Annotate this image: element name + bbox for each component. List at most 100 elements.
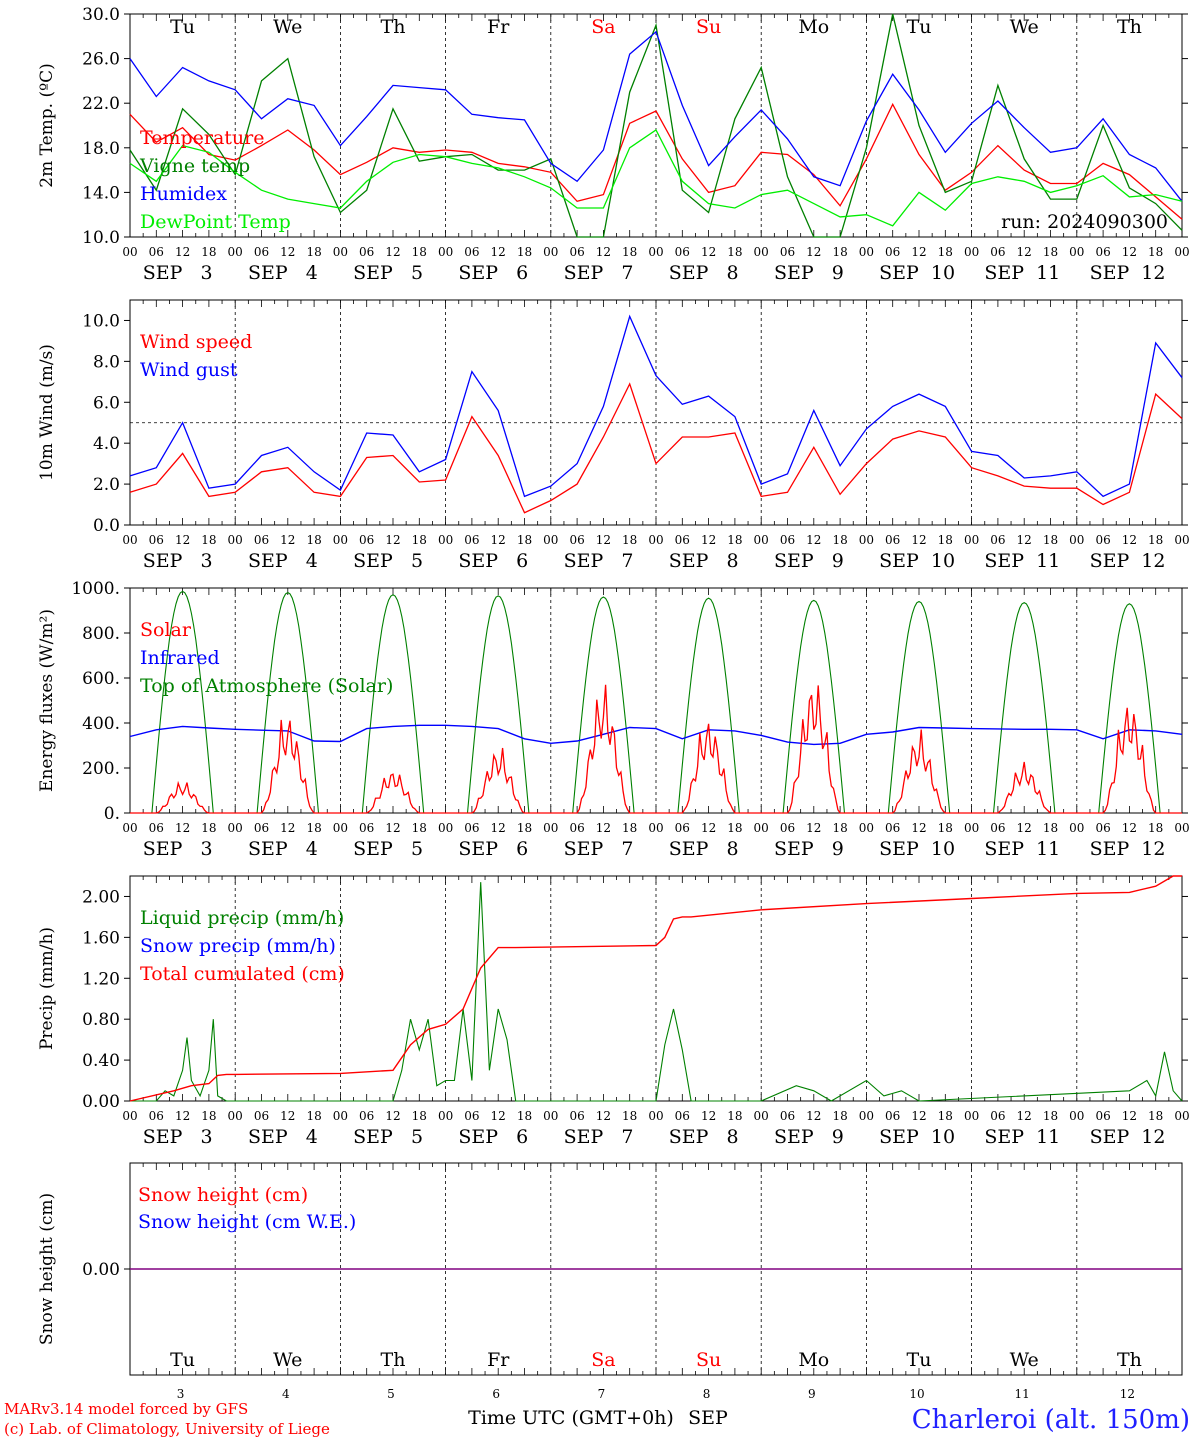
precip-date-label: 6 xyxy=(516,1126,528,1148)
snow-date-label: 8 xyxy=(703,1387,711,1401)
precip-legend-1: Snow precip (mm/h) xyxy=(140,935,336,957)
precip-date-label: 7 xyxy=(621,1126,633,1148)
wind-hour-label: 18 xyxy=(412,533,427,547)
snow-day-name: We xyxy=(1010,1349,1039,1371)
run-label: run: 2024090300 xyxy=(1001,211,1168,233)
wind-date-label: 7 xyxy=(621,550,633,572)
flux-hour-label: 06 xyxy=(675,821,690,835)
flux-legend-0: Solar xyxy=(140,619,192,641)
temp-ytick-label: 22.0 xyxy=(82,94,120,114)
wind-hour-label: 18 xyxy=(832,533,847,547)
wind-hour-label: 18 xyxy=(622,533,637,547)
temp-hour-label: 00 xyxy=(964,245,979,259)
wind-hour-label: 18 xyxy=(1043,533,1058,547)
flux-month-label: SEP xyxy=(143,838,183,860)
wind-date-label: 9 xyxy=(832,550,844,572)
flux-month-label: SEP xyxy=(564,838,604,860)
flux-hour-label: 06 xyxy=(780,821,795,835)
temp-day-name: Th xyxy=(1117,16,1142,38)
precip-month-label: SEP xyxy=(984,1126,1024,1148)
flux-ytick-label: 1000. xyxy=(71,579,120,599)
flux-hour-label: 12 xyxy=(280,821,295,835)
precip-hour-label: 18 xyxy=(412,1109,427,1123)
snow-date-label: 5 xyxy=(387,1387,395,1401)
precip-ytick-label: 1.60 xyxy=(82,928,120,948)
precip-hour-label: 06 xyxy=(990,1109,1005,1123)
precip-hour-label: 06 xyxy=(359,1109,374,1123)
flux-hour-label: 00 xyxy=(859,821,874,835)
temp-date-label: 6 xyxy=(516,262,528,284)
snow-day-name: Tu xyxy=(907,1349,932,1371)
flux-month-label: SEP xyxy=(774,838,814,860)
temp-day-name: Fr xyxy=(487,16,510,38)
temp-ytick-label: 26.0 xyxy=(82,50,120,70)
wind-hour-label: 06 xyxy=(885,533,900,547)
wind-hour-label: 18 xyxy=(938,533,953,547)
snow-legend-0: Snow height (cm) xyxy=(138,1184,308,1206)
temp-date-label: 3 xyxy=(201,262,213,284)
precip-hour-label: 06 xyxy=(254,1109,269,1123)
temp-hour-label: 12 xyxy=(596,245,611,259)
temp-hour-label: 12 xyxy=(491,245,506,259)
flux-hour-label: 12 xyxy=(701,821,716,835)
wind-hour-label: 18 xyxy=(201,533,216,547)
temp-hour-label: 06 xyxy=(254,245,269,259)
flux-hour-label: 06 xyxy=(254,821,269,835)
wind-series-1 xyxy=(129,314,1183,498)
temp-hour-label-end: 00 xyxy=(1174,245,1189,259)
precip-date-label: 11 xyxy=(1036,1126,1060,1148)
wind-hour-label: 12 xyxy=(596,533,611,547)
temp-hour-label: 12 xyxy=(280,245,295,259)
temp-month-label: SEP xyxy=(564,262,604,284)
temp-legend-0: Temperature xyxy=(140,127,264,149)
wind-hour-label: 12 xyxy=(491,533,506,547)
temp-hour-label: 12 xyxy=(1017,245,1032,259)
flux-ytick-label: 400. xyxy=(82,714,120,734)
snow-date-label: 6 xyxy=(492,1387,500,1401)
temp-hour-label: 18 xyxy=(832,245,847,259)
temp-month-label: SEP xyxy=(248,262,288,284)
flux-hour-label: 00 xyxy=(333,821,348,835)
temp-date-label: 4 xyxy=(306,262,318,284)
snow-date-label: 11 xyxy=(1015,1387,1030,1401)
credit-line-1: MARv3.14 model forced by GFS xyxy=(4,1400,248,1418)
precip-hour-label: 12 xyxy=(596,1109,611,1123)
temp-hour-label: 18 xyxy=(1043,245,1058,259)
flux-hour-label: 12 xyxy=(911,821,926,835)
temp-hour-label: 06 xyxy=(885,245,900,259)
wind-hour-label: 00 xyxy=(333,533,348,547)
precip-hour-label: 06 xyxy=(1095,1109,1110,1123)
wind-hour-label: 00 xyxy=(754,533,769,547)
precip-hour-label: 06 xyxy=(149,1109,164,1123)
temp-month-label: SEP xyxy=(1090,262,1130,284)
precip-date-label: 10 xyxy=(931,1126,955,1148)
wind-date-label: 4 xyxy=(306,550,318,572)
temp-month-label: SEP xyxy=(774,262,814,284)
wind-month-label: SEP xyxy=(143,550,183,572)
flux-date-label: 12 xyxy=(1141,838,1165,860)
wind-hour-label: 12 xyxy=(1017,533,1032,547)
wind-hour-label: 12 xyxy=(385,533,400,547)
temp-day-name: Su xyxy=(696,16,721,38)
wind-hour-label: 18 xyxy=(1148,533,1163,547)
precip-ytick-label: 0.40 xyxy=(82,1051,120,1071)
precip-hour-label: 18 xyxy=(622,1109,637,1123)
precip-date-label: 4 xyxy=(306,1126,318,1148)
temp-hour-label: 12 xyxy=(701,245,716,259)
temp-date-label: 12 xyxy=(1141,262,1165,284)
temp-day-name: Tu xyxy=(170,16,195,38)
flux-hour-label: 06 xyxy=(1095,821,1110,835)
x-axis-month: SEP xyxy=(688,1407,728,1429)
precip-month-label: SEP xyxy=(669,1126,709,1148)
flux-hour-label: 00 xyxy=(122,821,137,835)
temp-hour-label: 18 xyxy=(1148,245,1163,259)
temp-hour-label: 00 xyxy=(228,245,243,259)
temp-hour-label: 18 xyxy=(306,245,321,259)
temp-day-name: Th xyxy=(381,16,406,38)
temp-hour-label: 00 xyxy=(754,245,769,259)
temp-hour-label: 12 xyxy=(806,245,821,259)
wind-ylabel: 10m Wind (m/s) xyxy=(37,344,57,481)
wind-month-label: SEP xyxy=(774,550,814,572)
temp-hour-label: 06 xyxy=(464,245,479,259)
precip-hour-label: 12 xyxy=(175,1109,190,1123)
